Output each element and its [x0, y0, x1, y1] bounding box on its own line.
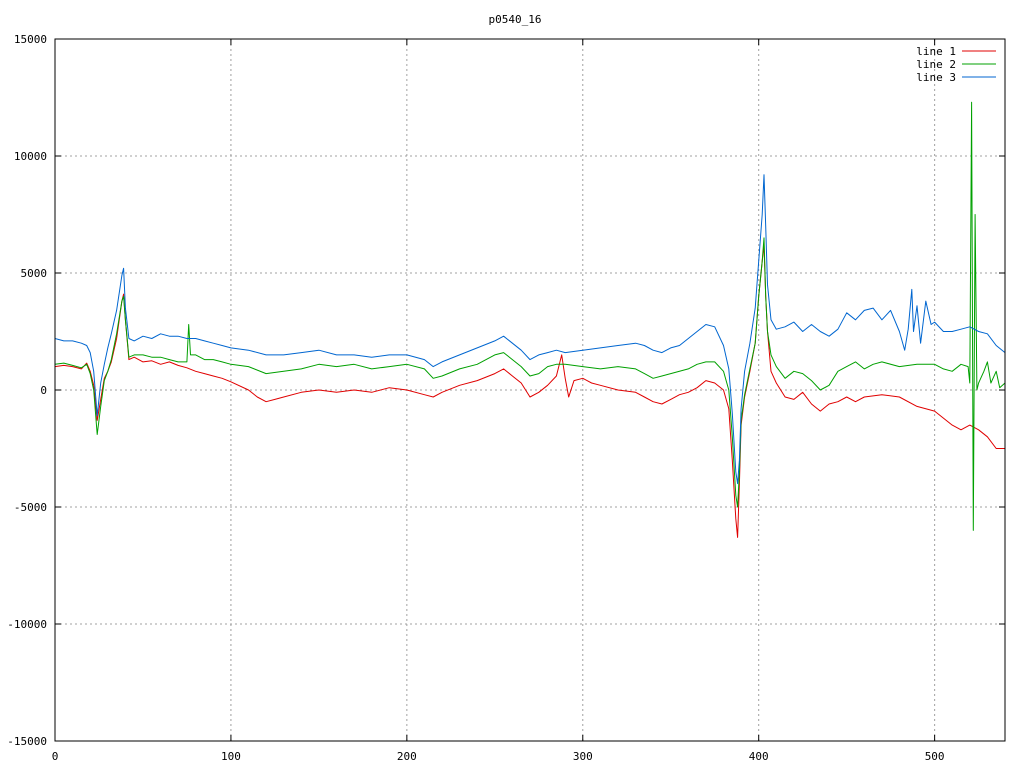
y-tick-label: -5000 — [14, 501, 47, 514]
y-tick-label: 15000 — [14, 33, 47, 46]
series-line-2 — [54, 101, 1006, 531]
x-tick-label: 0 — [52, 750, 59, 763]
series-line-1 — [54, 244, 1005, 538]
y-tick-label: -15000 — [7, 735, 47, 748]
x-tick-label: 300 — [573, 750, 593, 763]
y-tick-label: 0 — [40, 384, 47, 397]
legend-label: line 3 — [916, 71, 956, 84]
grid — [55, 39, 1005, 741]
x-tick-label: 200 — [397, 750, 417, 763]
y-tick-label: -10000 — [7, 618, 47, 631]
x-tick-label: 400 — [749, 750, 769, 763]
series-lines — [54, 101, 1006, 538]
series-line-3 — [54, 174, 1006, 485]
legend-label: line 2 — [916, 58, 956, 71]
legend-label: line 1 — [916, 45, 956, 58]
x-tick-label: 500 — [925, 750, 945, 763]
y-tick-label: 10000 — [14, 150, 47, 163]
axis-ticks: -15000 -10000 -5000 0 5000 10000 15000 0 100 200 3… — [7, 33, 1005, 763]
x-tick-label: 100 — [221, 750, 241, 763]
chart-title: p0540_16 — [489, 13, 542, 26]
y-tick-label: 5000 — [21, 267, 48, 280]
